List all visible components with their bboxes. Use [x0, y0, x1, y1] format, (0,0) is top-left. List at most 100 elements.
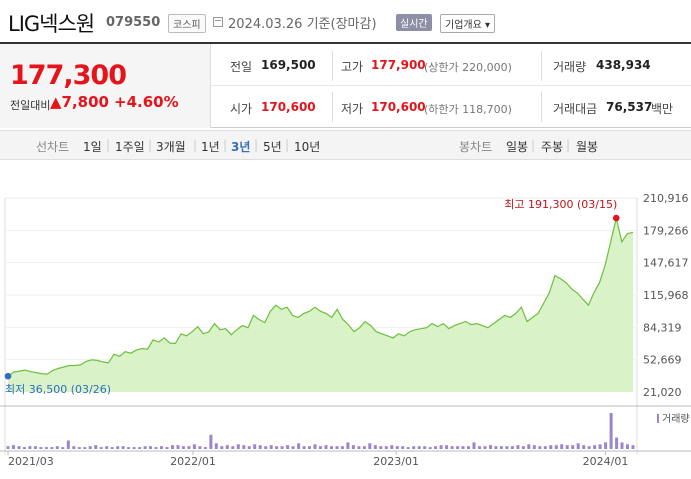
candle-chart-label: 봉차트	[459, 140, 493, 154]
realtime-button[interactable]: 실시간	[396, 14, 432, 31]
volume-bar	[247, 446, 251, 449]
volume-bar	[225, 445, 229, 449]
volume-bar	[291, 446, 295, 449]
volume-bar	[209, 434, 213, 449]
volume-bar	[160, 446, 163, 449]
x-tick-label: 2024/01	[583, 455, 629, 468]
y-tick-label: 84,319	[643, 321, 682, 334]
volume-bar	[44, 447, 48, 449]
volume-bar	[587, 446, 591, 449]
volume-bar	[302, 446, 306, 449]
volume-bar	[434, 446, 438, 449]
volume-bar	[50, 447, 54, 449]
volume-value: 438,934	[596, 58, 651, 72]
volume-bar	[220, 446, 224, 449]
volume-bar	[121, 446, 125, 449]
volume-bar	[132, 447, 136, 449]
volume-bar	[12, 445, 15, 449]
volume-bar	[176, 445, 180, 449]
volume-bar	[33, 446, 37, 449]
volume-bar	[472, 442, 476, 449]
volume-legend-swatch	[657, 414, 659, 423]
tab-1y[interactable]: 1년	[201, 140, 220, 154]
tab-3y[interactable]: 3년	[231, 140, 251, 154]
upper-limit: (상한가 220,000)	[424, 61, 512, 74]
volume-bar	[66, 440, 70, 449]
volume-bar	[110, 447, 114, 449]
tab-separator: |	[193, 138, 198, 152]
x-tick-label: 2022/01	[170, 455, 216, 468]
volume-bar	[171, 445, 174, 449]
tab-3m[interactable]: 3개월	[156, 140, 186, 154]
volume-bar	[181, 446, 185, 449]
volume-bar	[456, 446, 460, 449]
volume-bar	[192, 444, 196, 449]
tab-daily-candle[interactable]: 일봉	[506, 140, 529, 154]
volume-bar	[203, 447, 207, 449]
volume-bar	[83, 447, 87, 449]
volume-bar	[384, 446, 388, 449]
volume-bar	[94, 445, 98, 449]
tab-1w[interactable]: 1주일	[115, 140, 145, 154]
volume-bar	[242, 445, 246, 449]
quote-box	[0, 42, 691, 128]
volume-bar	[395, 446, 399, 449]
tab-separator: |	[254, 138, 259, 152]
volume-bar	[165, 447, 169, 449]
trade-amount-unit: 백만	[651, 102, 674, 116]
volume-bar	[346, 442, 350, 449]
volume-bar	[615, 437, 619, 449]
volume-bar	[532, 445, 536, 449]
column-divider	[332, 51, 333, 81]
tab-separator: |	[566, 138, 571, 152]
volume-bar	[88, 446, 92, 449]
volume-bar	[264, 446, 268, 449]
tab-10y[interactable]: 10년	[294, 140, 321, 154]
tab-weekly-candle[interactable]: 주봉	[541, 140, 564, 154]
chart-period-tabs	[0, 130, 691, 160]
volume-bar	[308, 446, 311, 449]
prev-close-value: 169,500	[261, 58, 316, 72]
volume-bar	[406, 447, 410, 449]
volume-bar	[340, 446, 344, 449]
tab-1d[interactable]: 1일	[83, 140, 102, 154]
price-panel	[0, 44, 211, 128]
tab-monthly-candle[interactable]: 월봉	[576, 140, 599, 154]
market-badge: 코스피	[168, 14, 206, 33]
volume-bar	[401, 446, 405, 449]
volume-bar	[560, 444, 564, 449]
column-divider	[541, 51, 542, 81]
company-overview-button[interactable]: 기업개요 ▾	[440, 14, 495, 33]
trade-amount-value: 76,537	[606, 100, 653, 114]
calendar-icon	[213, 17, 223, 27]
volume-bar	[516, 445, 520, 449]
volume-bar	[236, 444, 240, 449]
prev-close-label: 전일	[230, 60, 253, 74]
change-label: 전일대비	[10, 99, 51, 112]
volume-bar	[527, 444, 531, 449]
volume-bar	[127, 447, 131, 449]
volume-bar	[6, 446, 10, 449]
y-tick-label: 115,968	[643, 289, 689, 302]
lower-limit: (하한가 118,700)	[424, 103, 512, 116]
max-label: 최고 191,300 (03/15)	[504, 198, 617, 211]
volume-bar	[198, 446, 202, 449]
volume-bar	[505, 446, 509, 449]
x-tick-label: 2021/03	[8, 455, 54, 468]
volume-bar	[149, 446, 152, 449]
line-chart-label: 선차트	[36, 140, 70, 154]
volume-bar	[598, 444, 602, 449]
tab-5y[interactable]: 5년	[263, 140, 282, 154]
price-chart: 210,916 179,266 147,617 115,968 84,319 52,669…	[0, 192, 691, 468]
volume-bar	[105, 446, 109, 449]
volume-bar	[499, 446, 503, 449]
volume-bar	[154, 447, 158, 449]
y-axis-ticks: 210,916 179,266 147,617 115,968 84,319 52,669…	[643, 192, 689, 399]
max-point-marker	[612, 214, 620, 222]
volume-bar	[280, 446, 284, 449]
volume-bar	[521, 446, 525, 449]
volume-bar	[28, 446, 32, 449]
current-price: 177,300	[10, 60, 127, 91]
y-tick-label: 21,020	[643, 386, 682, 399]
volume-bar	[604, 442, 608, 449]
